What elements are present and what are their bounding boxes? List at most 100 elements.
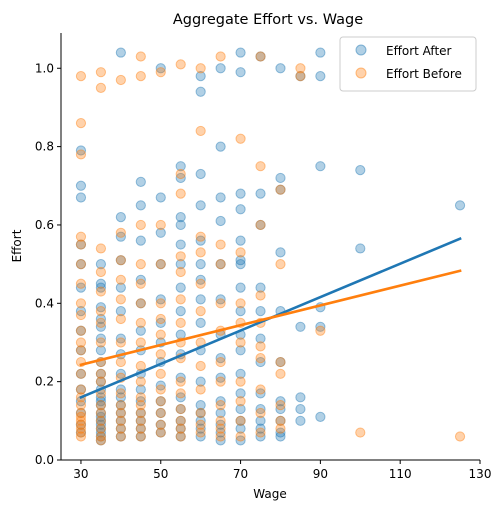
point-effort-after xyxy=(255,388,266,399)
point-effort-after xyxy=(95,368,107,379)
point-effort-before xyxy=(155,313,166,325)
point-effort-before xyxy=(75,419,87,430)
point-effort-after xyxy=(255,188,266,199)
point-effort-after xyxy=(175,172,186,184)
legend: Effort After Effort Before xyxy=(339,36,477,92)
point-effort-before xyxy=(75,259,87,270)
point-effort-after xyxy=(275,247,286,258)
point-effort-after xyxy=(315,47,326,58)
point-effort-before xyxy=(95,400,107,411)
point-effort-before xyxy=(135,431,146,442)
x-tick-label: 50 xyxy=(153,467,168,481)
point-effort-after xyxy=(115,392,126,403)
point-effort-before xyxy=(155,329,166,340)
point-effort-after xyxy=(235,403,246,415)
y-tick-label: 0.4 xyxy=(35,296,54,310)
point-effort-before xyxy=(215,431,226,442)
point-effort-after xyxy=(315,411,326,423)
x-tick-label: 90 xyxy=(313,467,328,481)
point-effort-before xyxy=(115,227,126,238)
point-effort-before xyxy=(255,353,266,364)
point-effort-before xyxy=(175,188,186,199)
point-effort-after xyxy=(255,306,266,317)
point-effort-before xyxy=(255,427,266,438)
point-effort-before xyxy=(275,368,286,379)
point-effort-before xyxy=(75,149,87,160)
point-effort-after xyxy=(215,407,226,419)
point-effort-after xyxy=(95,333,107,344)
point-effort-before xyxy=(275,184,286,195)
point-effort-after xyxy=(155,427,166,438)
point-effort-before xyxy=(135,278,146,289)
point-effort-before xyxy=(75,118,87,129)
point-effort-before xyxy=(195,125,206,137)
point-effort-after xyxy=(155,192,166,203)
point-effort-after xyxy=(175,161,186,172)
point-effort-after xyxy=(75,259,87,270)
point-effort-after xyxy=(235,67,246,78)
point-effort-before xyxy=(315,325,326,336)
point-effort-after xyxy=(75,145,87,156)
point-effort-before xyxy=(135,415,146,426)
point-effort-before xyxy=(135,51,146,62)
point-effort-after xyxy=(235,388,246,399)
point-effort-after xyxy=(235,435,246,446)
point-effort-after xyxy=(275,415,286,426)
point-effort-after xyxy=(215,372,226,383)
point-effort-after xyxy=(115,431,126,442)
point-effort-after xyxy=(115,306,126,317)
point-effort-before xyxy=(75,411,87,423)
point-effort-before xyxy=(215,259,226,270)
point-effort-before xyxy=(215,51,226,62)
y-ticks: 0.0 0.2 0.4 0.6 0.8 1.0 xyxy=(35,61,61,467)
point-effort-after xyxy=(195,86,206,97)
point-effort-after xyxy=(255,333,266,344)
point-effort-before xyxy=(255,341,266,352)
legend-label-effort-after: Effort After xyxy=(386,44,452,58)
point-effort-after xyxy=(155,227,166,238)
point-effort-after xyxy=(175,403,186,415)
point-effort-after xyxy=(175,282,186,293)
point-effort-before xyxy=(75,423,87,434)
point-effort-after xyxy=(195,317,206,328)
point-effort-after xyxy=(235,259,246,270)
legend-marker-effort-before xyxy=(355,67,367,79)
point-effort-after xyxy=(195,376,206,387)
point-effort-before xyxy=(175,431,186,442)
point-effort-after xyxy=(155,259,166,270)
point-effort-after xyxy=(195,235,206,246)
point-effort-before xyxy=(155,67,166,78)
point-effort-after xyxy=(215,294,226,305)
point-effort-after xyxy=(75,384,87,395)
point-effort-after xyxy=(75,345,87,356)
point-effort-before xyxy=(215,376,226,387)
point-effort-before xyxy=(454,431,466,442)
point-effort-before xyxy=(175,376,186,387)
point-effort-before xyxy=(115,388,126,399)
y-tick-label: 0.6 xyxy=(35,218,54,232)
point-effort-after xyxy=(255,219,266,231)
point-effort-before xyxy=(295,70,306,82)
point-effort-after xyxy=(295,392,306,403)
point-effort-after xyxy=(95,392,107,403)
point-effort-after xyxy=(195,400,206,411)
point-effort-after xyxy=(135,274,146,285)
point-effort-before xyxy=(115,294,126,305)
point-effort-before xyxy=(275,259,286,270)
point-effort-before xyxy=(115,274,126,285)
plot-area xyxy=(75,47,466,446)
point-effort-after xyxy=(95,419,107,430)
point-effort-before xyxy=(255,384,266,395)
point-effort-before xyxy=(75,431,87,442)
point-effort-before xyxy=(75,278,87,289)
point-effort-after xyxy=(75,180,87,191)
point-effort-after xyxy=(75,306,87,317)
point-effort-after xyxy=(235,423,246,434)
point-effort-before xyxy=(115,415,126,426)
point-effort-after xyxy=(75,419,87,430)
point-effort-before xyxy=(75,407,87,419)
point-effort-after xyxy=(275,63,286,74)
point-effort-before xyxy=(75,415,87,426)
point-effort-after xyxy=(135,423,146,434)
point-effort-after xyxy=(275,396,286,407)
